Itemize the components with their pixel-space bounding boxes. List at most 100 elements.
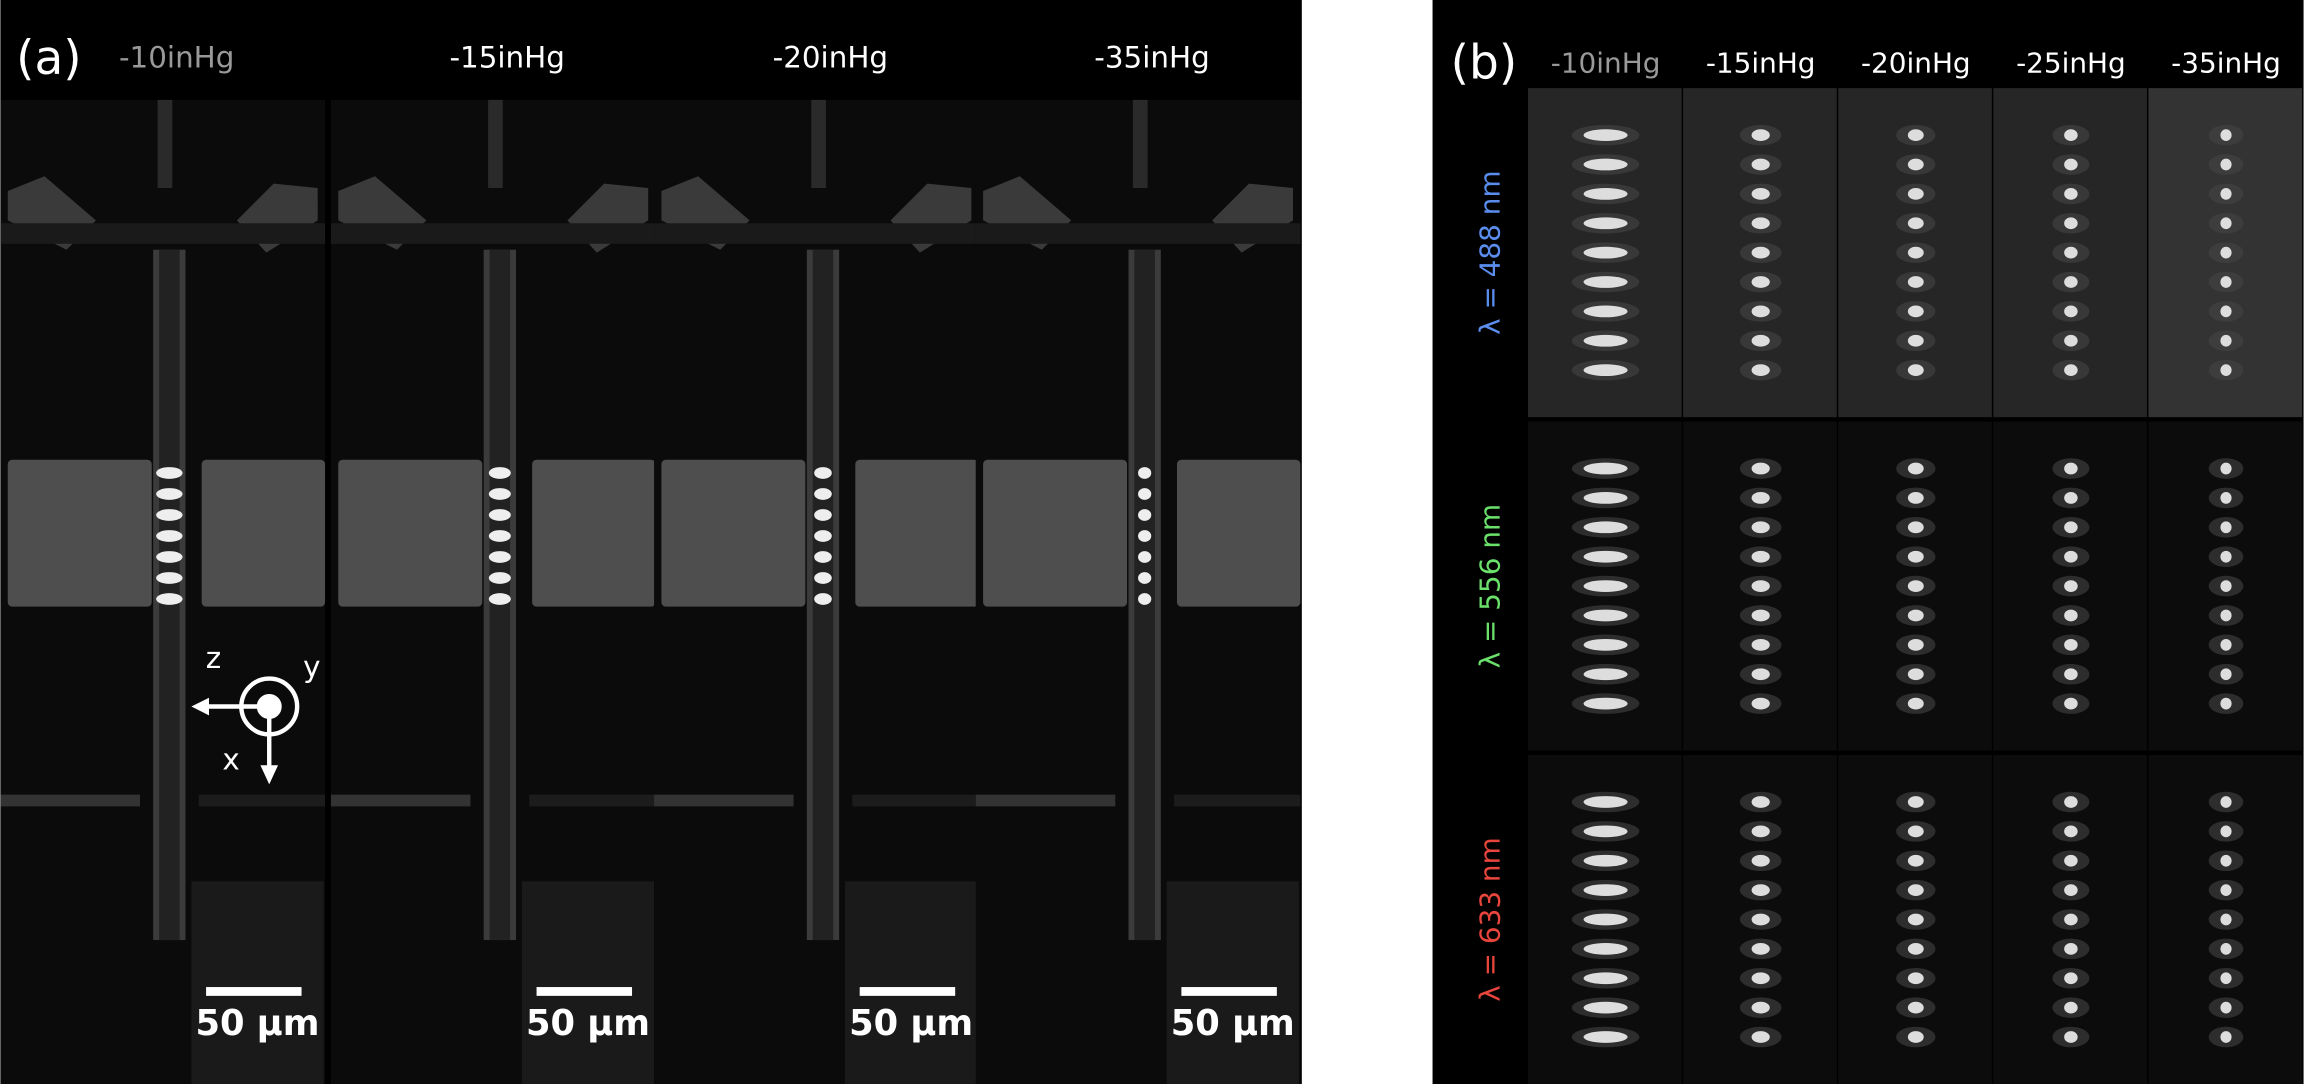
spot — [1907, 462, 1924, 475]
pad — [855, 459, 979, 607]
trapped-spot — [814, 572, 832, 584]
micrograph: 50 µm -20inHg — [654, 0, 979, 1084]
lower-bar — [975, 794, 1116, 807]
header-band — [330, 0, 656, 100]
spot — [2064, 884, 2078, 896]
spot — [1583, 334, 1628, 347]
spot — [1907, 913, 1924, 926]
spot — [2064, 492, 2078, 504]
column-label: -20inHg — [1861, 47, 1971, 80]
spot — [1751, 364, 1770, 377]
spot — [2064, 129, 2078, 142]
scale-bar-label: 50 µm — [195, 1003, 319, 1044]
spot — [2220, 334, 2232, 347]
axis-label: y — [303, 650, 320, 684]
spot — [1583, 364, 1628, 377]
trapped-spot — [156, 530, 183, 542]
spot — [2220, 1001, 2232, 1014]
trapped-spot — [488, 509, 511, 521]
pad — [338, 459, 483, 607]
spot — [2064, 854, 2078, 867]
trapped-spot — [814, 593, 832, 605]
spot — [1583, 492, 1628, 504]
spot — [1583, 825, 1628, 838]
panel-b-label: (b) — [1451, 36, 1518, 91]
spot — [2064, 942, 2078, 955]
trapped-spot — [1138, 488, 1152, 500]
spot — [1907, 796, 1924, 808]
spot — [1907, 668, 1924, 681]
column-label: -35inHg — [2171, 47, 2281, 80]
arrow-head — [191, 697, 210, 716]
trapped-spot — [814, 530, 832, 542]
spot — [1751, 246, 1770, 259]
spot — [2064, 276, 2078, 288]
spot — [2220, 825, 2232, 838]
spot — [1907, 334, 1924, 347]
column-label: -15inHg — [1706, 47, 1816, 80]
spot — [2220, 609, 2232, 622]
panel-a-label: (a) — [16, 31, 81, 86]
spot — [2064, 697, 2078, 710]
lower-field — [191, 881, 324, 1084]
spot — [2220, 305, 2232, 318]
spot — [1907, 854, 1924, 867]
spot — [1751, 1031, 1770, 1043]
pad — [201, 459, 326, 607]
lower-field — [1166, 881, 1299, 1084]
lower-bar — [1174, 794, 1301, 807]
header-band — [0, 0, 326, 100]
spot — [2064, 521, 2078, 534]
spot — [1583, 942, 1628, 955]
lower-bar — [198, 794, 326, 807]
scale-bar — [536, 987, 633, 996]
spot — [1583, 550, 1628, 563]
spot — [2220, 972, 2232, 985]
column-label: -20inHg — [773, 40, 888, 74]
spot — [1907, 364, 1924, 377]
top-channel — [488, 99, 503, 189]
spot — [1751, 305, 1770, 318]
spot — [1751, 1001, 1770, 1014]
spot — [1907, 276, 1924, 288]
spot — [2064, 638, 2078, 651]
spot — [2064, 246, 2078, 259]
spot — [1751, 129, 1770, 142]
spot — [2220, 276, 2232, 288]
spot — [2220, 129, 2232, 142]
spot — [1583, 609, 1628, 622]
axis-dot — [256, 694, 282, 719]
spot — [1751, 638, 1770, 651]
top-channel — [1132, 99, 1148, 189]
spot — [2220, 492, 2232, 504]
spot — [2064, 217, 2078, 230]
spot — [1907, 1001, 1924, 1014]
spot — [1583, 521, 1628, 534]
trapped-spot — [814, 551, 832, 563]
spot — [2064, 188, 2078, 200]
spot — [1751, 854, 1770, 867]
trapped-spot — [814, 509, 832, 521]
spot — [1751, 668, 1770, 681]
scale-bar-label: 50 µm — [849, 1003, 973, 1044]
spot — [1583, 246, 1628, 259]
lower-bar — [654, 794, 794, 807]
spot — [1583, 1001, 1628, 1014]
spot — [2064, 913, 2078, 926]
spot — [2220, 364, 2232, 377]
cross-bar — [654, 223, 979, 244]
spot — [1907, 825, 1924, 838]
scale-bar — [1181, 987, 1277, 996]
trapped-spot — [488, 593, 511, 605]
spot — [1583, 462, 1628, 475]
top-channel — [811, 99, 826, 189]
spot — [2220, 884, 2232, 896]
spot — [2220, 246, 2232, 259]
spot — [2220, 1031, 2232, 1043]
micrograph: 50 µm -10inHg — [0, 0, 326, 1084]
spot — [1751, 492, 1770, 504]
spot — [1907, 580, 1924, 592]
spot — [1907, 158, 1924, 171]
spot — [1583, 188, 1628, 200]
column-label: -10inHg — [1551, 47, 1661, 80]
